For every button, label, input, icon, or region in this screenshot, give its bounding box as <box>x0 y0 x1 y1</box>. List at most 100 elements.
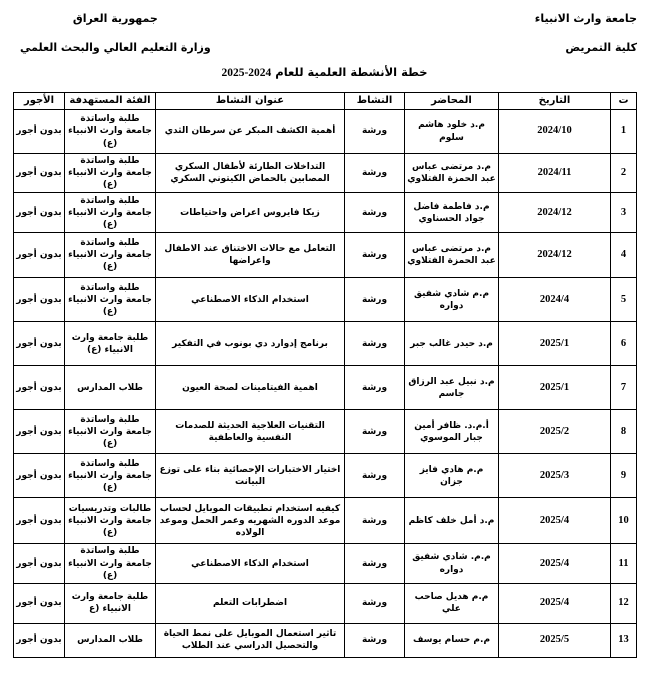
cell-no: 7 <box>610 365 637 411</box>
col-header-fees: الأجور <box>13 92 65 110</box>
cell-date: 2025/2 <box>498 409 611 455</box>
cell-target: طلاب المدارس <box>64 365 156 411</box>
cell-activity: ورشة <box>344 453 405 499</box>
cell-no: 9 <box>610 453 637 499</box>
cell-no: 12 <box>610 582 637 624</box>
cell-target: طلبة واساتذة جامعة وارث الانبياء (ع) <box>64 453 156 499</box>
cell-target: طلبة جامعة وارث الانبياء (ع) <box>64 321 156 367</box>
ministry-name: وزارة التعليم العالي والبحث العلمي <box>20 41 211 54</box>
cell-fees: بدون أجور <box>13 232 65 279</box>
cell-fees: بدون أجور <box>13 109 65 154</box>
cell-target: طلبة واساتذة جامعة وارث الانبياء (ع) <box>64 409 156 455</box>
cell-lecturer: م.د خلود هاشم سلوم <box>404 109 499 154</box>
cell-activity: ورشة <box>344 152 405 194</box>
cell-fees: بدون أجور <box>13 409 65 455</box>
cell-activity: ورشة <box>344 365 405 411</box>
cell-no: 11 <box>610 543 637 584</box>
cell-date: 2024/12 <box>498 232 611 279</box>
cell-lecturer: م.م هديل صاحب علي <box>404 582 499 624</box>
cell-fees: بدون أجور <box>13 453 65 499</box>
cell-title: التقنيات العلاجية الحديثة للصدمات النفسي… <box>155 409 345 455</box>
table-body: 1 2024/10 م.د خلود هاشم سلوم ورشة أهمية الكش… <box>13 109 637 658</box>
cell-date: 2025/3 <box>498 453 611 499</box>
col-header-no: ت <box>610 92 637 110</box>
cell-date: 2024/10 <box>498 109 611 154</box>
table-row: 7 2025/1 م.د نبيل عبد الرزاق جاسم ورشة اهمية… <box>13 365 637 411</box>
cell-lecturer: م.م. شادي شفيق دواره <box>404 543 499 584</box>
college-name: كلية التمريض <box>565 41 637 54</box>
cell-title: التعامل مع حالات الاختناق عند الاطفال وا… <box>155 232 345 279</box>
table-header-row: ت التاريخ المحاضر النشاط عنوان النشاط ال… <box>13 92 637 110</box>
cell-title: برنامج إدوارد دي بونوب في التفكير <box>155 321 345 367</box>
cell-activity: ورشة <box>344 409 405 455</box>
table-row: 5 2024/4 م.م شادي شفيق دواره ورشة استخدام ال… <box>13 277 637 323</box>
col-header-date: التاريخ <box>498 92 611 110</box>
cell-date: 2025/4 <box>498 497 611 545</box>
cell-no: 5 <box>610 277 637 323</box>
cell-lecturer: م.د نبيل عبد الرزاق جاسم <box>404 365 499 411</box>
cell-target: طلاب المدارس <box>64 622 156 658</box>
letterhead-left-block: جمهورية العراق وزارة التعليم العالي والب… <box>20 11 211 56</box>
document-title-years: 2025-2024 <box>221 67 272 79</box>
table-row: 1 2024/10 م.د خلود هاشم سلوم ورشة أهمية الكش… <box>13 109 637 154</box>
cell-no: 8 <box>610 409 637 455</box>
cell-no: 4 <box>610 232 637 279</box>
cell-lecturer: م.د مرتضى عباس عبد الحمزة الفتلاوي <box>404 232 499 279</box>
col-header-lecturer: المحاضر <box>404 92 499 110</box>
table-row: 6 2025/1 م.د حيدر غالب جبر ورشة برنامج إدوار… <box>13 321 637 367</box>
cell-title: تاثير استعمال الموبايل على نمط الحياة وا… <box>155 622 345 658</box>
cell-date: 2024/4 <box>498 277 611 323</box>
cell-no: 3 <box>610 192 637 234</box>
cell-title: كيفيه استخدام تطبيقات الموبايل لحساب موع… <box>155 497 345 545</box>
cell-target: طلبة واساتذة جامعة وارث الانبياء (ع) <box>64 109 156 154</box>
cell-lecturer: أ.م.د. ظافر أمين جبار الموسوي <box>404 409 499 455</box>
col-header-title: عنوان النشاط <box>155 92 345 110</box>
cell-date: 2025/4 <box>498 543 611 584</box>
cell-lecturer: م.م شادي شفيق دواره <box>404 277 499 323</box>
cell-target: طلبة جامعة وارث الانبياء (ع <box>64 582 156 624</box>
table-row: 9 2025/3 م.م هادي فايز جزان ورشة اختيار الاخ… <box>13 453 637 499</box>
table-row: 13 2025/5 م.م حسام يوسف ورشة تاثير استعمال ا… <box>13 622 637 658</box>
cell-lecturer: م.م حسام يوسف <box>404 622 499 658</box>
country-name: جمهورية العراق <box>72 12 158 25</box>
cell-lecturer: م.د فاطمة فاضل جواد الحسناوي <box>404 192 499 234</box>
cell-target: طلبة واساتذة جامعة وارث الانبياء (ع) <box>64 192 156 234</box>
cell-no: 6 <box>610 321 637 367</box>
cell-title: التداخلات الطارئة لأطفال السكري المصابين… <box>155 152 345 194</box>
university-name: جامعة وارث الانبياء <box>534 12 637 25</box>
cell-activity: ورشة <box>344 543 405 584</box>
cell-fees: بدون أجور <box>13 582 65 624</box>
table-row: 2 2024/11 م.د مرتضى عباس عبد الحمزة الفتلا… <box>13 152 637 194</box>
cell-no: 13 <box>610 622 637 658</box>
table-row: 10 2025/4 م.د أمل خلف كاظم ورشة كيفيه استخدا… <box>13 497 637 545</box>
col-header-activity: النشاط <box>344 92 405 110</box>
cell-fees: بدون أجور <box>13 152 65 194</box>
cell-title: استخدام الذكاء الاصطناعي <box>155 543 345 584</box>
cell-activity: ورشة <box>344 192 405 234</box>
cell-lecturer: م.د حيدر غالب جبر <box>404 321 499 367</box>
cell-fees: بدون أجور <box>13 622 65 658</box>
cell-date: 2025/1 <box>498 365 611 411</box>
cell-date: 2025/4 <box>498 582 611 624</box>
cell-fees: بدون أجور <box>13 277 65 323</box>
cell-fees: بدون أجور <box>13 365 65 411</box>
cell-fees: بدون أجور <box>13 321 65 367</box>
cell-activity: ورشة <box>344 622 405 658</box>
cell-date: 2025/1 <box>498 321 611 367</box>
activities-table: ت التاريخ المحاضر النشاط عنوان النشاط ال… <box>13 92 637 658</box>
cell-target: طلبة واساتذة جامعة وارث الانبياء (ع) <box>64 152 156 194</box>
cell-date: 2025/5 <box>498 622 611 658</box>
cell-title: زيكا فايروس اعراض واحتياطات <box>155 192 345 234</box>
cell-target: طلبة واساتذة جامعة وارث الانبياء (ع) <box>64 277 156 323</box>
table-row: 4 2024/12 م.د مرتضى عباس عبد الحمزة الفتلا… <box>13 232 637 279</box>
cell-lecturer: م.د أمل خلف كاظم <box>404 497 499 545</box>
cell-title: اضطرابات التعلم <box>155 582 345 624</box>
cell-activity: ورشة <box>344 497 405 545</box>
cell-lecturer: م.د مرتضى عباس عبد الحمزة الفتلاوي <box>404 152 499 194</box>
document-title: خطة الأنشطة العلمية للعام 2025-2024 <box>0 65 649 81</box>
cell-date: 2024/11 <box>498 152 611 194</box>
cell-lecturer: م.م هادي فايز جزان <box>404 453 499 499</box>
cell-target: طالبات وتدريسيات جامعة وارث الانبياء (ع) <box>64 497 156 545</box>
cell-date: 2024/12 <box>498 192 611 234</box>
letterhead: جامعة وارث الانبياء كلية التمريض جمهورية… <box>0 0 649 56</box>
